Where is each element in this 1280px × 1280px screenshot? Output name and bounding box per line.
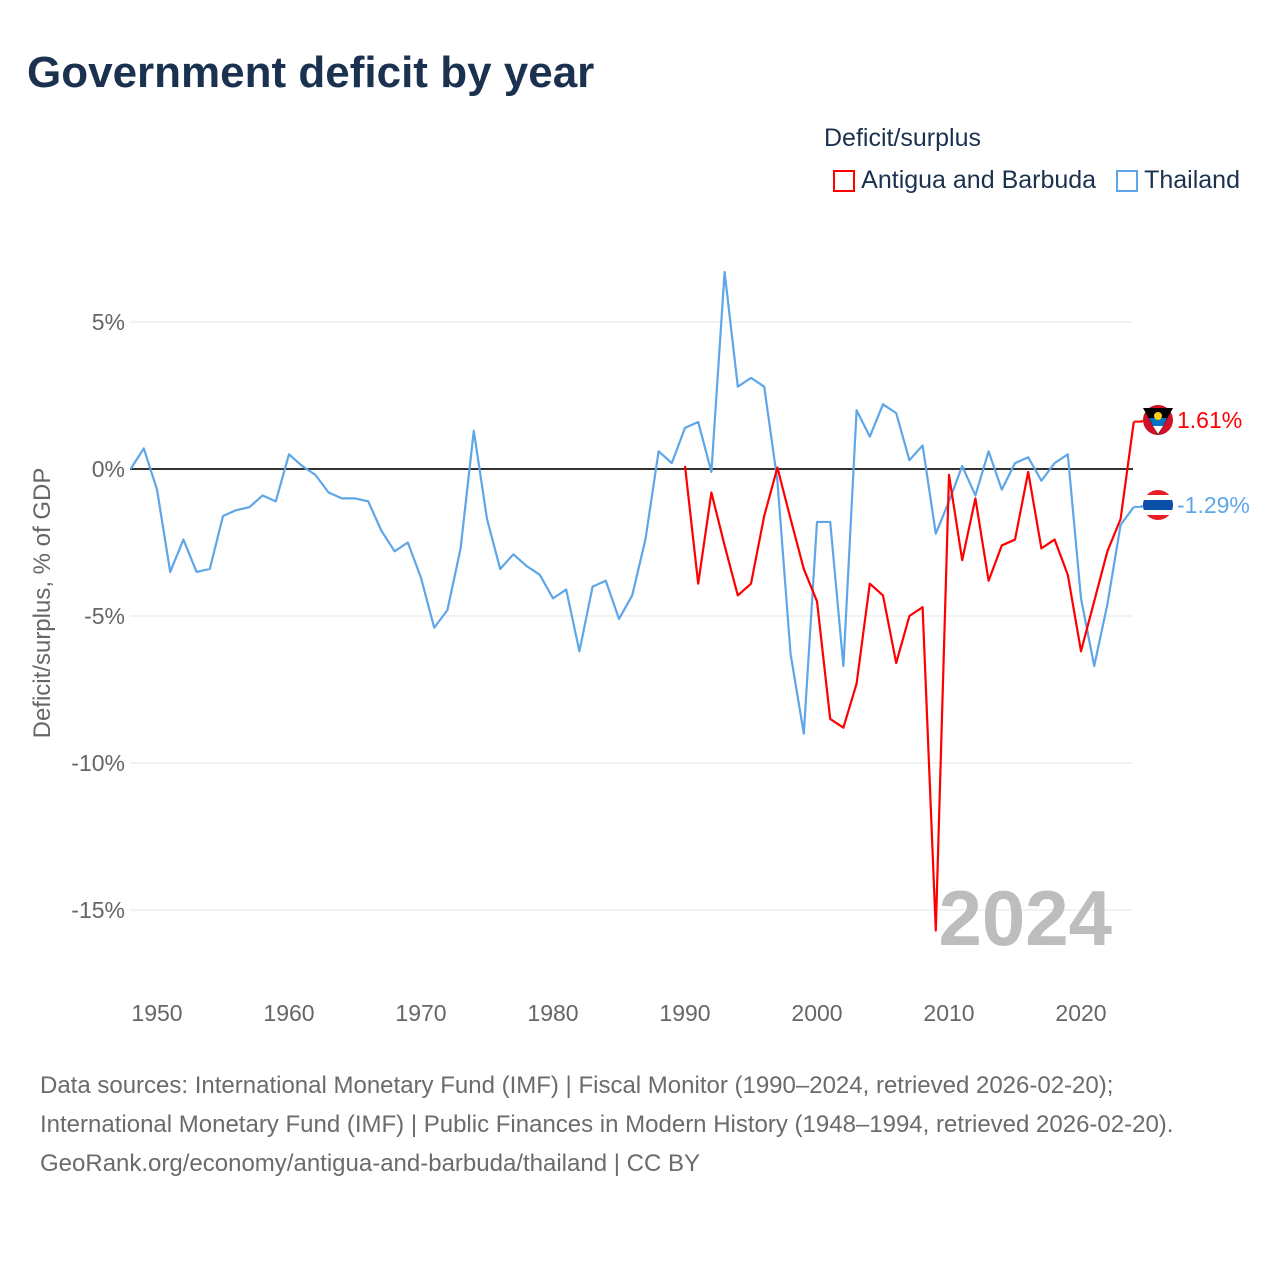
y-tick-label: -15% — [71, 897, 125, 923]
series-lines — [129, 270, 1135, 932]
end-value-label: -1.29% — [1177, 492, 1250, 518]
x-tick-label: 1980 — [527, 1000, 578, 1026]
legend-label: Thailand — [1144, 166, 1240, 194]
y-tick-label: -5% — [84, 603, 125, 629]
x-tick-labels: 1950 1960 1970 1980 1990 2000 2010 2020 — [131, 1000, 1106, 1026]
legend-swatch-thailand — [1116, 169, 1139, 192]
legend: Antigua and Barbuda Thailand — [833, 166, 1240, 195]
y-tick-labels: 5% 0% -5% -10% -15% — [71, 309, 125, 923]
legend-item-antigua[interactable]: Antigua and Barbuda — [833, 166, 1096, 195]
antigua-flag-icon — [1143, 405, 1173, 435]
x-tick-label: 1970 — [395, 1000, 446, 1026]
y-axis-label: Deficit/surplus, % of GDP — [29, 468, 56, 739]
legend-title: Deficit/surplus — [824, 124, 981, 152]
legend-item-thailand[interactable]: Thailand — [1116, 166, 1240, 195]
x-tick-label: 1950 — [131, 1000, 182, 1026]
end-value-label: 1.61% — [1177, 407, 1242, 433]
line-chart: 5% 0% -5% -10% -15% 1950 1960 1970 1980 1990 2000… — [29, 270, 1250, 1026]
legend-label: Antigua and Barbuda — [861, 166, 1097, 194]
y-tick-label: -10% — [71, 750, 125, 776]
end-connector — [1133, 505, 1143, 508]
end-labels: 1.61% -1.29% — [1133, 405, 1250, 520]
x-tick-label: 1990 — [659, 1000, 710, 1026]
y-tick-label: 5% — [92, 309, 125, 335]
x-tick-label: 1960 — [263, 1000, 314, 1026]
data-sources: Data sources: International Monetary Fun… — [40, 1072, 1174, 1138]
year-watermark: 2024 — [938, 874, 1112, 962]
y-tick-label: 0% — [92, 456, 125, 482]
attribution-link[interactable]: GeoRank.org/economy/antigua-and-barbuda/… — [40, 1150, 700, 1177]
end-connector — [1133, 420, 1143, 423]
chart-title: Government deficit by year — [27, 48, 595, 97]
series-line-antigua — [683, 421, 1135, 932]
gridlines — [130, 321, 1133, 911]
footer: Data sources: International Monetary Fun… — [40, 1066, 1240, 1183]
x-tick-label: 2010 — [923, 1000, 974, 1026]
x-tick-label: 2020 — [1055, 1000, 1106, 1026]
thailand-flag-icon — [1143, 490, 1173, 520]
x-tick-label: 2000 — [791, 1000, 842, 1026]
series-line-thailand — [129, 270, 1135, 735]
legend-swatch-antigua — [833, 169, 856, 192]
